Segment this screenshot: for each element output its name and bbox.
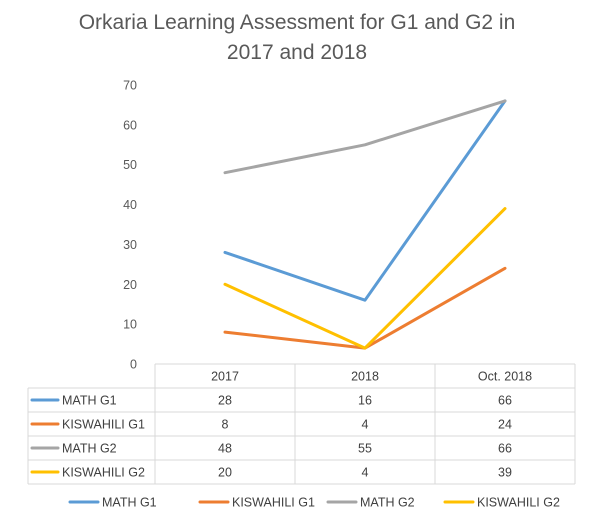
- table-cell-value: 48: [218, 442, 232, 456]
- series-line-math-g2: [223, 99, 507, 175]
- y-tick-label: 40: [123, 198, 137, 212]
- y-axis: 0 10 20 30 40 50 60 70: [123, 79, 137, 372]
- legend: MATH G1 KISWAHILI G1 MATH G2 KISWAHILI G2: [68, 496, 560, 510]
- table-row-label: MATH G2: [62, 442, 117, 456]
- plot-area: [223, 99, 507, 350]
- data-table: 2017 2018 Oct. 2018 MATH G1 28 16 66 KISWAHILI …: [27, 363, 576, 485]
- y-tick-label: 50: [123, 158, 137, 172]
- y-tick-label: 0: [130, 358, 137, 372]
- series-line-kiswahili-g2: [223, 207, 507, 350]
- legend-item: KISWAHILI G2: [443, 496, 560, 510]
- x-category-label: Oct. 2018: [478, 370, 532, 384]
- table-cell-value: 20: [218, 466, 232, 480]
- table-row-label: KISWAHILI G2: [62, 466, 145, 480]
- x-category-label: 2018: [351, 370, 379, 384]
- series-line-math-g1: [223, 99, 507, 302]
- legend-label: MATH G1: [102, 496, 157, 510]
- y-tick-label: 70: [123, 79, 137, 93]
- table-cell-value: 4: [362, 418, 369, 432]
- table-cell-value: 28: [218, 394, 232, 408]
- chart-title-line-2: 2017 and 2018: [227, 41, 367, 64]
- table-cell-value: 39: [498, 466, 512, 480]
- legend-label: MATH G2: [360, 496, 415, 510]
- table-cell-value: 24: [498, 418, 512, 432]
- chart-title-line-1: Orkaria Learning Assessment for G1 and G…: [79, 11, 516, 34]
- legend-item: MATH G1: [68, 496, 157, 510]
- table-cell-value: 66: [498, 442, 512, 456]
- table-row-label: MATH G1: [62, 394, 117, 408]
- y-tick-label: 10: [123, 318, 137, 332]
- table-row-label: KISWAHILI G1: [62, 418, 145, 432]
- table-cell-value: 16: [358, 394, 372, 408]
- table-cell-value: 66: [498, 394, 512, 408]
- legend-item: MATH G2: [326, 496, 415, 510]
- y-tick-label: 20: [123, 278, 137, 292]
- table-cell-value: 4: [362, 466, 369, 480]
- legend-label: KISWAHILI G1: [232, 496, 315, 510]
- y-tick-label: 30: [123, 238, 137, 252]
- table-cell-value: 55: [358, 442, 372, 456]
- x-category-label: 2017: [211, 370, 239, 384]
- legend-item: KISWAHILI G1: [198, 496, 315, 510]
- y-tick-label: 60: [123, 118, 137, 132]
- table-cell-value: 8: [222, 418, 229, 432]
- series-line-kiswahili-g1: [223, 266, 507, 350]
- legend-label: KISWAHILI G2: [477, 496, 560, 510]
- chart-title: Orkaria Learning Assessment for G1 and G…: [79, 11, 516, 64]
